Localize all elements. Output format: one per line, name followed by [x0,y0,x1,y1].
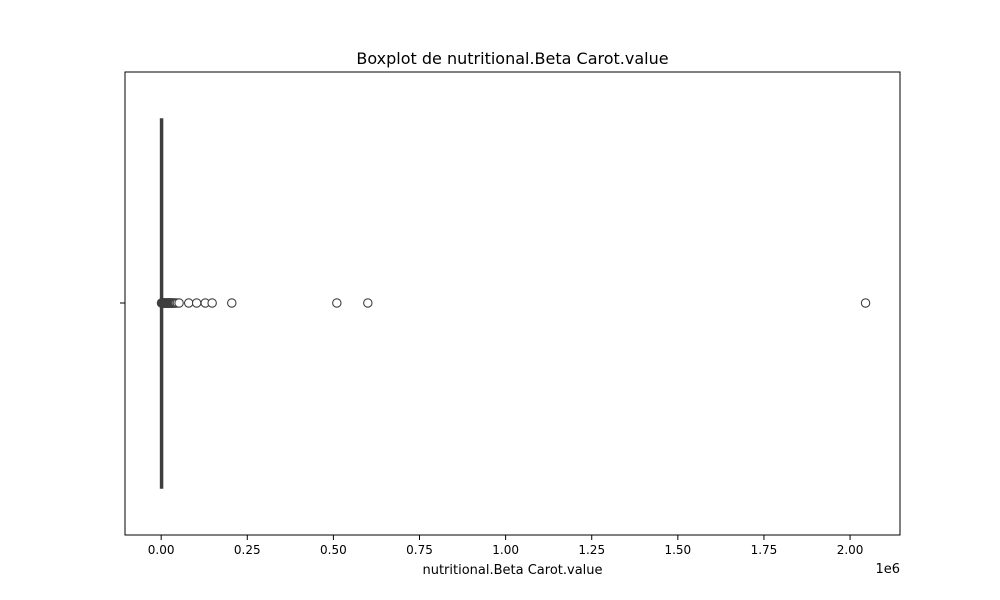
x-tick-label: 0.75 [406,543,433,557]
chart-title: Boxplot de nutritional.Beta Carot.value [356,49,668,68]
x-tick-label: 1.00 [492,543,519,557]
x-tick-label: 0.25 [234,543,261,557]
x-tick-label: 0.00 [148,543,175,557]
x-axis-offset-label: 1e6 [875,562,900,577]
outlier-point [363,298,373,308]
outlier-point [183,298,194,308]
x-tick-label: 2.00 [837,543,864,557]
outlier-point [332,298,342,308]
outlier-point [191,298,202,308]
outlier-point [227,298,237,308]
outlier-point [207,298,217,308]
x-axis-ticks: 0.00 0.25 0.50 0.75 1.00 1.25 1.50 1.75 2.00 [148,535,864,557]
x-axis-label: nutritional.Beta Carot.value [422,563,602,578]
plot-frame [124,71,901,536]
x-tick-label: 1.75 [751,543,778,557]
x-tick-label: 1.50 [664,543,691,557]
outlier-point [860,298,871,308]
outlier-point [174,298,184,308]
x-tick-label: 0.50 [320,543,347,557]
x-tick-label: 1.25 [578,543,605,557]
outlier-points [156,298,871,308]
